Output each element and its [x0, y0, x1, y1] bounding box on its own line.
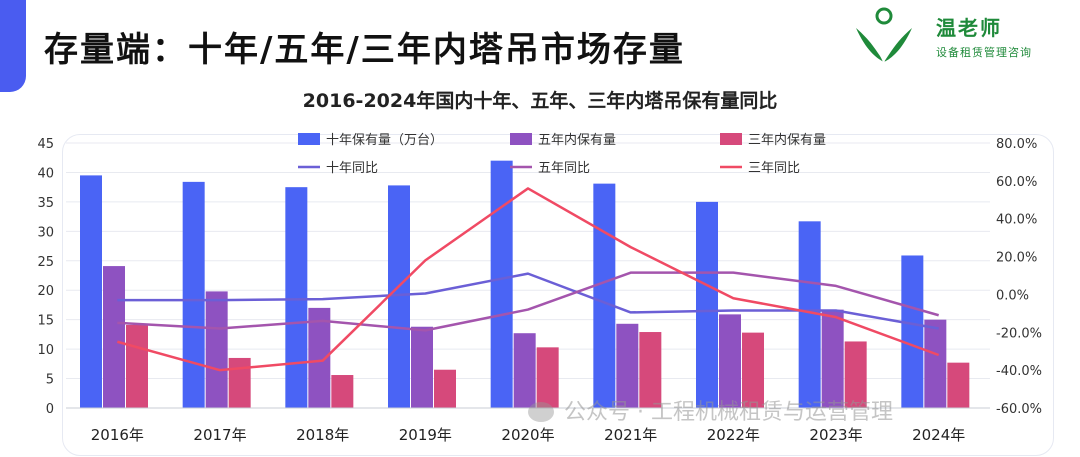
wechat-icon: [528, 402, 554, 422]
bar-3: [844, 341, 867, 408]
bar-2: [411, 326, 433, 408]
brand-logo: [856, 7, 912, 63]
chart-title: 2016-2024年国内十年、五年、三年内塔吊保有量同比: [302, 90, 778, 112]
x-tick-label: 2022年: [707, 426, 760, 444]
bar-layer: [80, 160, 970, 408]
bar-2: [513, 333, 536, 408]
y-left-tick-label: 25: [37, 255, 54, 270]
y-left-tick-label: 40: [37, 166, 54, 181]
y-right-tick-label: 0.0%: [996, 288, 1029, 303]
bar-3: [947, 362, 970, 408]
bar-2: [308, 307, 331, 408]
y-left-tick-label: 15: [37, 314, 54, 329]
bar-2: [616, 323, 639, 408]
y-left-tick-label: 10: [37, 343, 54, 358]
y-right-tick-label: 40.0%: [996, 213, 1037, 228]
corner-accent: [0, 0, 26, 92]
bar-3: [536, 347, 559, 408]
legend-label: 十年同比: [326, 161, 378, 176]
legend-swatch: [510, 133, 532, 145]
bar-3: [639, 332, 662, 408]
bar-1: [80, 175, 102, 408]
legend-label: 三年同比: [748, 161, 800, 176]
line-layer: [117, 187, 940, 372]
brand-tagline: 设备租赁管理咨询: [936, 46, 1032, 59]
x-tick-label: 2020年: [501, 426, 554, 444]
x-tick-label: 2018年: [296, 426, 349, 444]
bar-3: [126, 324, 148, 408]
bar-2: [719, 314, 741, 408]
y-left-tick-label: 45: [37, 137, 54, 152]
bar-1: [901, 255, 924, 408]
y-left-tick-label: 0: [46, 402, 54, 417]
y-left-tick-label: 5: [46, 373, 54, 388]
x-tick-label: 2021年: [604, 426, 657, 444]
bar-2: [821, 309, 844, 408]
y-right-tick-label: -60.0%: [996, 402, 1042, 417]
x-tick-label: 2017年: [193, 426, 246, 444]
y-left-tick-label: 20: [37, 284, 54, 299]
bar-1: [798, 221, 821, 408]
legend-swatch: [298, 133, 320, 145]
bar-1: [182, 181, 205, 408]
brand-name: 温老师: [936, 16, 1002, 40]
series-line-2: [117, 271, 940, 332]
y-right-tick-label: 80.0%: [996, 137, 1037, 152]
legend-swatch: [720, 133, 742, 145]
bar-3: [434, 369, 456, 408]
legend-label: 五年内保有量: [538, 132, 616, 148]
bar-1: [388, 185, 410, 408]
x-tick-label: 2024年: [912, 426, 965, 444]
y-left-tick-label: 30: [37, 225, 54, 240]
series-line-3: [117, 187, 940, 372]
bar-1: [696, 201, 718, 408]
page-title: 存量端：十年/五年/三年内塔吊市场存量: [44, 30, 685, 70]
legend-label: 十年保有量（万台）: [326, 133, 443, 148]
watermark-text: 公众号 · 工程机械租赁与运营管理: [564, 400, 893, 425]
leaf-person-icon: [856, 7, 912, 63]
bar-3: [331, 375, 354, 408]
y-right-tick-label: 60.0%: [996, 175, 1037, 190]
y-left-tick-label: 35: [37, 196, 54, 211]
watermark: 公众号 · 工程机械租赁与运营管理: [528, 394, 893, 426]
legend-label: 三年内保有量: [748, 132, 826, 148]
legend-label: 五年同比: [538, 161, 590, 176]
x-tick-label: 2016年: [91, 426, 144, 444]
bar-2: [924, 319, 947, 408]
bar-1: [593, 183, 616, 408]
y-right-tick-label: -40.0%: [996, 364, 1042, 379]
bar-3: [228, 357, 251, 408]
x-tick-label: 2019年: [399, 426, 452, 444]
axis-layer: 0 5 10 15 20 25 30 35 40 45 -60.0% -40.0% -20.0% 0.0%…: [37, 137, 1042, 444]
y-right-tick-label: -20.0%: [996, 326, 1042, 341]
x-tick-label: 2023年: [809, 426, 862, 444]
y-right-tick-label: 20.0%: [996, 251, 1037, 266]
bar-1: [285, 187, 308, 408]
bar-3: [742, 332, 764, 408]
bar-1: [490, 160, 513, 408]
bar-2: [103, 266, 125, 408]
bar-2: [205, 291, 228, 408]
